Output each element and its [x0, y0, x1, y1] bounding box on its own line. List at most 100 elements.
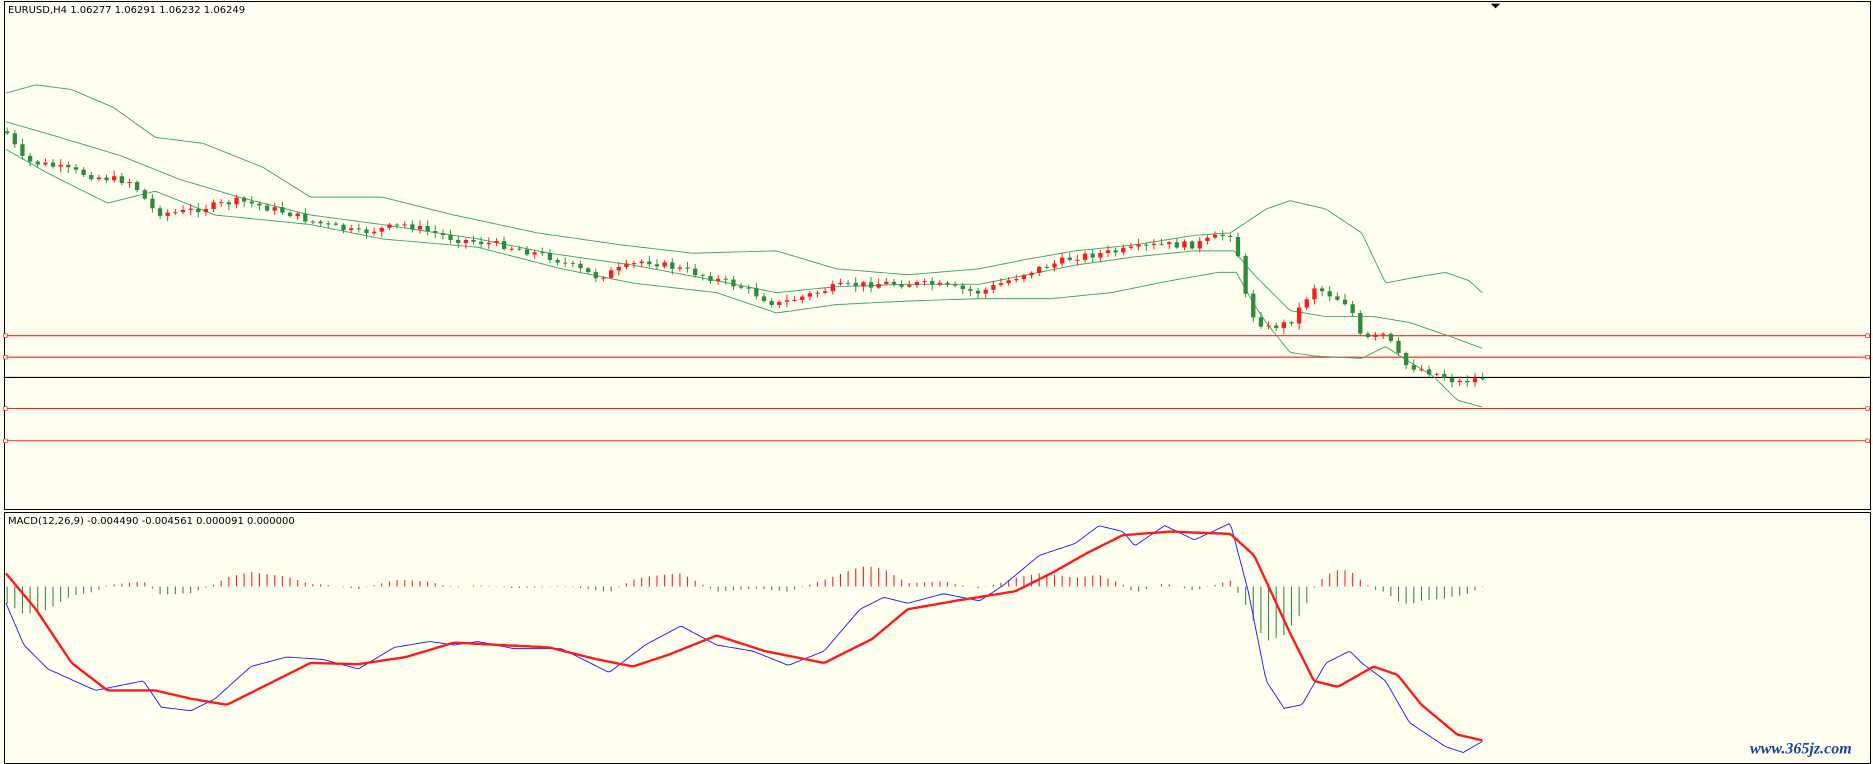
candle-body: [173, 212, 178, 214]
candle-body: [647, 261, 652, 265]
candle-body: [1419, 369, 1424, 371]
candle-body: [1136, 244, 1141, 247]
candle-body: [968, 289, 973, 291]
candle-body: [1335, 296, 1340, 300]
candle-body: [501, 241, 507, 249]
candle-body: [1449, 378, 1455, 383]
candle-body: [326, 223, 331, 225]
signal-line: [5, 530, 1483, 742]
candle-body: [693, 268, 698, 276]
candle-body: [257, 203, 262, 206]
candles: [5, 127, 1485, 388]
candle-body: [1404, 353, 1409, 366]
candle-body: [830, 284, 835, 292]
candle-body: [1373, 334, 1378, 338]
candle-body: [975, 290, 981, 294]
candle-body: [433, 231, 438, 234]
level-handle: [1865, 333, 1870, 338]
candle-body: [685, 267, 690, 269]
candle-body: [838, 282, 843, 285]
candle-body: [945, 282, 950, 285]
candle-body: [310, 221, 316, 223]
candle-body: [1281, 322, 1286, 329]
candle-body: [654, 264, 660, 267]
candle-body: [1082, 253, 1088, 260]
candle-body: [1167, 242, 1172, 245]
candle-body: [1197, 241, 1202, 249]
candle-body: [1480, 378, 1485, 380]
candle-body: [1358, 312, 1363, 334]
candle-body: [287, 212, 293, 217]
candle-body: [991, 285, 996, 290]
candle-body: [738, 286, 744, 288]
candle-body: [868, 282, 874, 288]
band-line: [5, 148, 1483, 408]
candle-body: [670, 262, 675, 269]
main-panel: [4, 1, 1871, 510]
candle-body: [983, 289, 988, 294]
candle-body: [593, 272, 598, 279]
candle-body: [1128, 246, 1134, 248]
candle-body: [1243, 256, 1248, 294]
candle-body: [5, 131, 10, 134]
candle-body: [119, 176, 124, 184]
candle-body: [1426, 369, 1432, 375]
level-handle: [1865, 438, 1870, 443]
candle-body: [1220, 234, 1225, 236]
candle-body: [463, 239, 469, 243]
candle-body: [1365, 333, 1371, 338]
candle-body: [494, 241, 499, 243]
candle-body: [907, 285, 912, 287]
candle-body: [1021, 275, 1027, 280]
candle-body: [150, 198, 155, 209]
candle-body: [1258, 317, 1264, 327]
candle-body: [295, 213, 300, 217]
candle-body: [440, 233, 446, 235]
candle-body: [509, 248, 514, 250]
candle-body: [952, 284, 958, 286]
candle-body: [1228, 235, 1233, 237]
candle-body: [1396, 340, 1401, 354]
candle-body: [134, 182, 140, 191]
candle-body: [1251, 293, 1256, 318]
candle-body: [1296, 307, 1302, 324]
candle-body: [807, 293, 813, 297]
candle-body: [1182, 241, 1187, 248]
candle-body: [20, 144, 25, 156]
candle-body: [540, 252, 545, 254]
candle-body: [1098, 253, 1103, 258]
candle-body: [112, 176, 117, 181]
candle-body: [914, 282, 920, 286]
candle-body: [1381, 333, 1386, 335]
candle-body: [371, 231, 377, 234]
candle-body: [899, 284, 904, 287]
candle-body: [1121, 247, 1126, 253]
watermark: www.365jz.com: [1750, 741, 1852, 758]
symbol-header: EURUSD,H4 1.06277 1.06291 1.06232 1.0624…: [8, 5, 245, 16]
candle-body: [1434, 373, 1439, 375]
candle-body: [754, 288, 759, 297]
candle-body: [777, 301, 782, 305]
candle-body: [66, 164, 71, 168]
candle-body: [922, 280, 927, 283]
candle-body: [35, 161, 40, 165]
candle-body: [1274, 325, 1279, 329]
candle-body: [280, 207, 285, 213]
candle-body: [555, 259, 560, 263]
candle-body: [364, 229, 369, 234]
candle-body: [43, 162, 48, 165]
candle-body: [272, 207, 277, 211]
candle-body: [1472, 378, 1478, 383]
candle-body: [349, 228, 354, 231]
candle-body: [318, 221, 323, 224]
candle-body: [517, 248, 522, 250]
candle-body: [1411, 365, 1416, 370]
candle-body: [1067, 257, 1072, 260]
candle-body: [1266, 325, 1271, 327]
candle-body: [165, 212, 170, 216]
candle-body: [341, 224, 346, 231]
candle-body: [410, 224, 415, 230]
candle-body: [180, 209, 186, 213]
candle-body: [1105, 250, 1111, 254]
